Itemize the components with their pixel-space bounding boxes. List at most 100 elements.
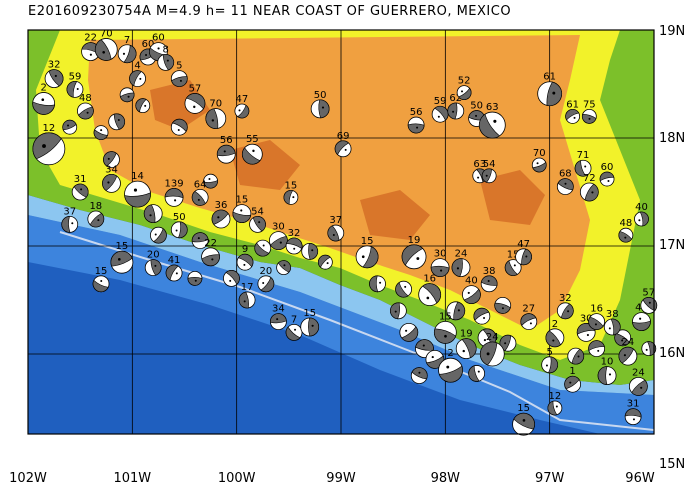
axis-dot (292, 196, 295, 199)
compressional-quadrant (237, 253, 254, 268)
axis-dot (416, 257, 420, 260)
axis-dot (238, 109, 241, 112)
axis-dot (513, 264, 516, 267)
beachball (170, 221, 188, 239)
axis-dot (446, 365, 450, 369)
axis-dot (252, 149, 255, 153)
compressional-quadrant (631, 379, 648, 396)
lat-label-17n: 17N (659, 238, 685, 253)
axis-dot (477, 176, 480, 179)
beachball (499, 334, 517, 352)
axis-dot (262, 244, 265, 247)
compressional-quadrant (407, 123, 425, 134)
axis-dot (552, 339, 555, 342)
beachball (438, 357, 463, 383)
axis-dot (486, 352, 490, 356)
depth-label: 64 (194, 179, 207, 190)
axis-dot (326, 262, 329, 265)
axis-dot (588, 117, 591, 120)
depth-label: 72 (583, 173, 596, 184)
depth-label: 19 (408, 235, 421, 246)
beachball (119, 87, 135, 103)
beachball (531, 157, 547, 173)
depth-label: 34 (272, 304, 285, 315)
compressional-quadrant (103, 151, 117, 167)
beachball (191, 232, 209, 250)
compressional-quadrant (102, 174, 118, 191)
depth-label: 50 (314, 90, 327, 101)
depth-label: 12 (42, 123, 55, 134)
compressional-quadrant (545, 330, 561, 348)
beachball (369, 275, 386, 293)
compressional-quadrant (597, 366, 608, 385)
compressional-quadrant (32, 132, 62, 160)
axis-dot (457, 309, 460, 312)
compressional-quadrant (401, 326, 419, 342)
axis-dot (597, 349, 600, 352)
axis-dot (279, 241, 282, 244)
beachball (407, 116, 425, 134)
axis-dot (621, 339, 624, 342)
axis-dot (569, 381, 572, 384)
depth-label: 50 (173, 212, 186, 223)
beachball (355, 245, 379, 269)
depth-label: 40 (635, 202, 648, 213)
depth-label: 15 (507, 250, 520, 261)
compressional-quadrant (369, 275, 379, 293)
depth-label: 36 (215, 200, 228, 211)
depth-label: 24 (486, 332, 499, 343)
axis-dot (567, 310, 570, 313)
beachball (283, 189, 299, 205)
axis-dot (243, 263, 246, 266)
axis-dot (536, 162, 539, 165)
depth-label: 16 (423, 274, 436, 285)
compressional-quadrant (62, 119, 77, 131)
compressional-quadrant (434, 106, 449, 121)
beachball (462, 285, 481, 305)
beachball (203, 173, 218, 189)
beachball (455, 338, 477, 360)
axis-dot (632, 418, 635, 421)
longitude-ticks: 102W 101W 100W 99W 98W 97W 96W (9, 471, 655, 486)
beachball (102, 173, 121, 193)
beachball (410, 367, 428, 385)
compressional-quadrant (548, 356, 558, 374)
axis-dot (177, 128, 180, 131)
depth-label: 48 (79, 93, 92, 104)
axis-dot (361, 255, 365, 259)
depth-label: 38 (606, 309, 619, 320)
axis-dot (211, 258, 214, 261)
axis-dot (477, 370, 480, 373)
depth-label: 57 (189, 83, 202, 94)
axis-dot (379, 281, 382, 284)
axis-dot (127, 95, 130, 98)
beachball (232, 204, 252, 224)
compressional-quadrant (520, 313, 537, 326)
beachball (276, 260, 292, 276)
compressional-quadrant (565, 109, 580, 121)
axis-dot (501, 307, 504, 310)
lon-label-97w: 97W (535, 471, 565, 486)
axis-dot (154, 264, 157, 267)
beachball (504, 259, 522, 277)
beachball (76, 102, 94, 120)
compressional-quadrant (277, 260, 291, 273)
axis-dot (608, 327, 611, 330)
depth-label: 60 (142, 39, 155, 50)
axis-dot (344, 148, 347, 151)
depth-label: 37 (63, 206, 76, 217)
compressional-quadrant (165, 264, 179, 281)
depth-label: 7 (291, 314, 297, 325)
beachball (301, 242, 319, 260)
compressional-quadrant (618, 346, 634, 364)
compressional-quadrant (327, 225, 340, 242)
axis-dot (404, 285, 407, 288)
beachball (285, 323, 303, 341)
depth-label: 69 (337, 131, 350, 142)
beachball (481, 168, 497, 184)
axis-dot (525, 255, 528, 258)
beachball (556, 178, 574, 196)
beachball (241, 143, 263, 165)
compressional-quadrant (260, 277, 275, 293)
beachball (632, 312, 651, 332)
